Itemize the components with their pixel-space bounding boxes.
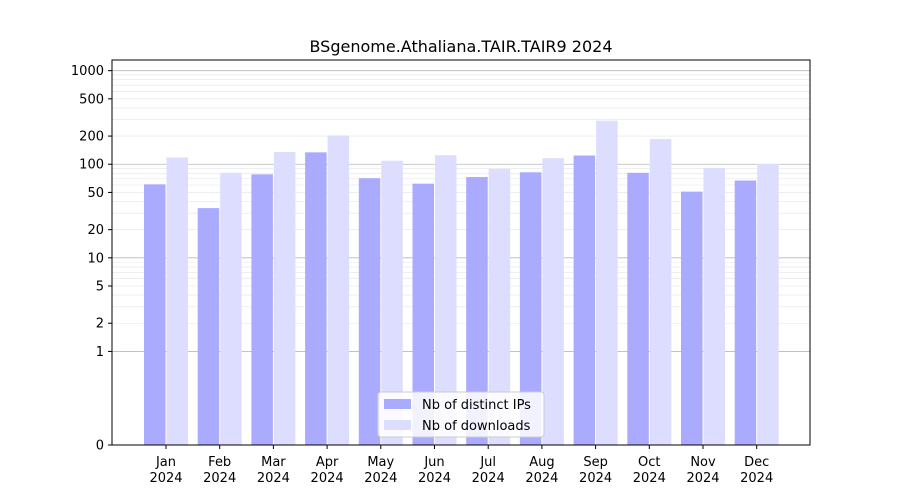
y-tick-label: 500 xyxy=(79,92,104,107)
x-tick-label-year: 2024 xyxy=(311,471,344,486)
y-tick-label: 5 xyxy=(96,280,104,295)
x-tick-label-month: Nov xyxy=(690,455,716,470)
bar-downloads xyxy=(166,157,188,445)
x-tick-label-month: Oct xyxy=(638,455,660,470)
bar-downloads xyxy=(381,160,403,446)
y-tick-label: 50 xyxy=(87,186,104,201)
legend: Nb of distinct IPs Nb of downloads xyxy=(377,391,545,438)
bar-distinct-ips xyxy=(519,172,542,446)
x-tick-label-year: 2024 xyxy=(686,471,719,486)
bar-downloads xyxy=(327,135,350,445)
x-tick-label-year: 2024 xyxy=(740,471,773,486)
bar-downloads xyxy=(703,168,725,445)
x-tick-label-month: Mar xyxy=(261,455,286,470)
chart-title: BSgenome.Athaliana.TAIR.TAIR9 2024 xyxy=(309,37,612,56)
x-tick-label-month: Jun xyxy=(423,455,444,470)
bar-downloads xyxy=(542,158,564,446)
x-tick-label-year: 2024 xyxy=(257,471,290,486)
bars xyxy=(144,120,779,446)
bar-distinct-ips xyxy=(627,172,649,445)
y-tick-label: 1000 xyxy=(71,64,104,79)
bar-downloads xyxy=(488,168,511,445)
x-tick-label-year: 2024 xyxy=(364,471,397,486)
legend-swatch xyxy=(384,420,411,430)
x-axis: Jan2024Feb2024Mar2024Apr2024May2024Jun20… xyxy=(149,445,773,486)
legend-swatch xyxy=(384,399,411,409)
x-tick-label-year: 2024 xyxy=(525,471,558,486)
bar-distinct-ips xyxy=(412,183,434,445)
x-tick-label-month: Sep xyxy=(583,455,608,470)
bar-downloads xyxy=(273,152,296,445)
bar-distinct-ips xyxy=(197,208,220,445)
y-tick-label: 20 xyxy=(87,223,104,238)
bar-distinct-ips xyxy=(251,174,273,445)
plot-frame xyxy=(111,59,811,446)
x-tick-label-year: 2024 xyxy=(579,471,612,486)
x-tick-label-year: 2024 xyxy=(203,471,236,486)
bar-distinct-ips xyxy=(681,191,703,445)
x-tick-label-month: Dec xyxy=(744,455,769,470)
bar-downloads xyxy=(435,155,457,445)
y-tick-label: 10 xyxy=(87,251,104,266)
y-tick-label: 0 xyxy=(96,439,104,454)
x-tick-label-year: 2024 xyxy=(472,471,505,486)
bar-distinct-ips xyxy=(466,177,488,446)
x-tick-label-month: Feb xyxy=(208,455,231,470)
x-tick-label-month: May xyxy=(367,455,394,470)
x-tick-label-month: Jul xyxy=(479,455,496,470)
bar-distinct-ips xyxy=(734,180,757,446)
legend-label: Nb of distinct IPs xyxy=(422,398,531,413)
bar-downloads xyxy=(596,120,618,445)
bar-distinct-ips xyxy=(358,178,381,445)
x-tick-label-month: Apr xyxy=(316,455,339,470)
x-tick-label-month: Aug xyxy=(529,455,554,470)
y-tick-label: 200 xyxy=(79,130,104,145)
x-tick-label-month: Jan xyxy=(155,455,176,470)
y-tick-label: 1 xyxy=(96,345,104,360)
x-tick-label-year: 2024 xyxy=(149,471,182,486)
bar-distinct-ips xyxy=(573,155,596,445)
bar-downloads xyxy=(649,139,672,445)
legend-box xyxy=(377,391,545,438)
y-axis: 0 1 2 5 10 20 50 100 200 500 1000 xyxy=(71,64,112,454)
legend-label: Nb of downloads xyxy=(422,419,531,434)
y-tick-label: 100 xyxy=(79,158,104,173)
x-tick-label-year: 2024 xyxy=(633,471,666,486)
bar-distinct-ips xyxy=(144,184,166,445)
bar-distinct-ips xyxy=(305,152,327,445)
y-tick-label: 2 xyxy=(96,317,104,332)
bar-downloads xyxy=(757,163,779,445)
x-tick-label-year: 2024 xyxy=(418,471,451,486)
bar-downloads xyxy=(220,172,242,445)
